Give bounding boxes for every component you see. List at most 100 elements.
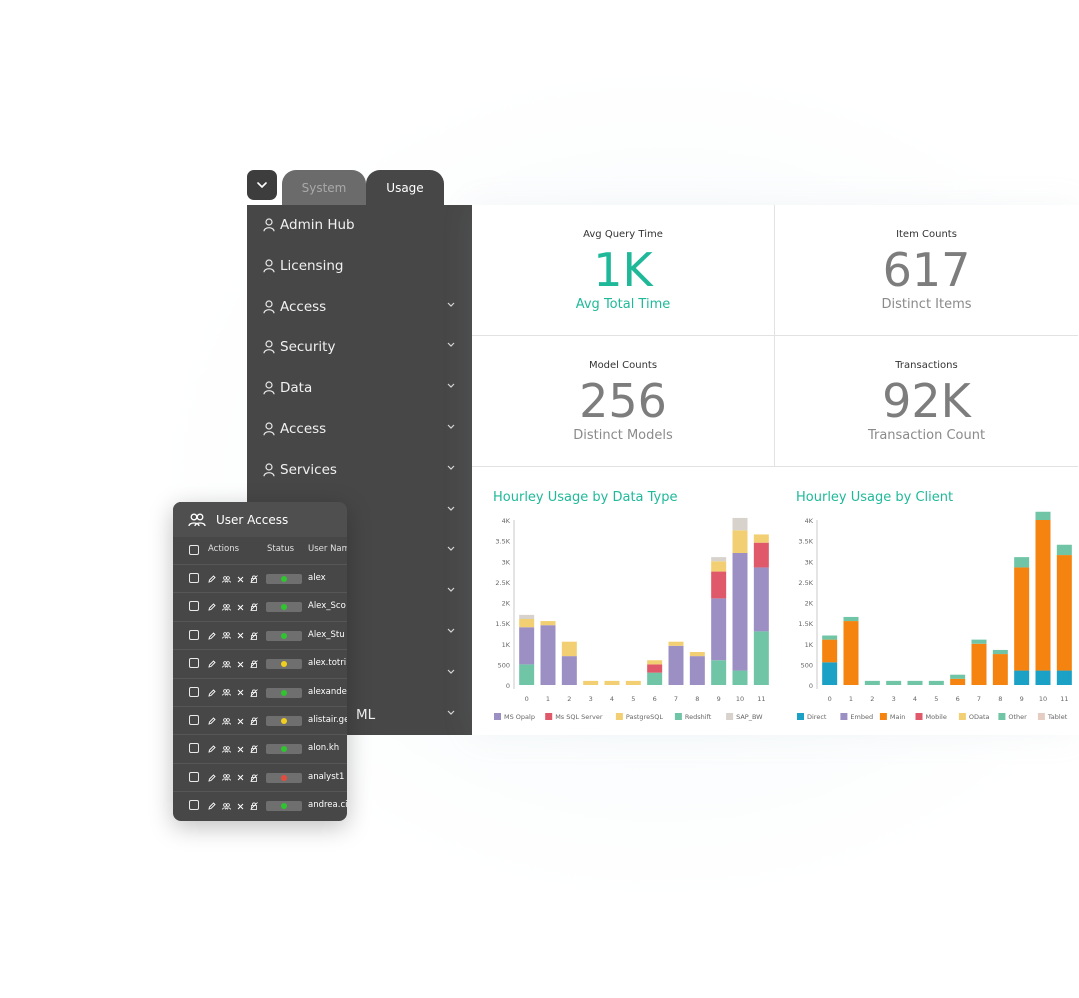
bar-segment[interactable]: [561, 641, 577, 657]
table-row[interactable]: analyst1: [173, 762, 347, 791]
sidebar-item[interactable]: [247, 613, 472, 653]
bar-segment[interactable]: [668, 641, 684, 646]
sidebar-item[interactable]: Licensing: [247, 246, 472, 286]
bar-segment[interactable]: [753, 542, 769, 568]
bar-segment[interactable]: [822, 662, 838, 685]
close-icon[interactable]: [235, 659, 245, 669]
legend-item[interactable]: MS Opalp: [494, 713, 535, 721]
edit-icon[interactable]: [207, 631, 217, 641]
lock-icon[interactable]: [249, 744, 259, 754]
tab-system[interactable]: System: [282, 170, 366, 206]
row-checkbox[interactable]: [189, 573, 199, 583]
sidebar-item[interactable]: [247, 531, 472, 571]
table-row[interactable]: andrea.ci: [173, 791, 347, 819]
bar-segment[interactable]: [647, 672, 663, 685]
sidebar-item[interactable]: Security: [247, 327, 472, 367]
bar-segment[interactable]: [583, 680, 599, 685]
bar-segment[interactable]: [561, 656, 577, 685]
sidebar-item[interactable]: Data: [247, 368, 472, 408]
column-status[interactable]: Status: [267, 544, 295, 554]
bar-segment[interactable]: [647, 664, 663, 673]
bar-segment[interactable]: [625, 680, 641, 685]
bar-segment[interactable]: [1035, 670, 1051, 685]
legend-item[interactable]: Ms SQL Server: [545, 713, 603, 721]
bar-segment[interactable]: [711, 561, 727, 572]
bar-segment[interactable]: [928, 680, 944, 685]
edit-icon[interactable]: [207, 716, 217, 726]
bar-segment[interactable]: [753, 534, 769, 543]
edit-icon[interactable]: [207, 574, 217, 584]
row-checkbox[interactable]: [189, 771, 199, 782]
bar-segment[interactable]: [689, 652, 705, 657]
bar-segment[interactable]: [992, 654, 1008, 685]
collapse-menu-button[interactable]: [247, 170, 277, 200]
close-icon[interactable]: [235, 688, 245, 698]
users-icon[interactable]: [221, 688, 231, 698]
bar-segment[interactable]: [1014, 567, 1030, 671]
edit-icon[interactable]: [207, 773, 217, 783]
legend-item[interactable]: Direct: [797, 713, 827, 721]
table-row[interactable]: alon.kh: [173, 734, 347, 762]
bar-segment[interactable]: [1014, 670, 1030, 685]
bar-segment[interactable]: [1056, 544, 1072, 556]
lock-icon[interactable]: [249, 801, 259, 811]
lock-icon[interactable]: [249, 688, 259, 698]
bar-segment[interactable]: [519, 627, 535, 665]
bar-segment[interactable]: [711, 571, 727, 599]
sidebar-item[interactable]: [247, 491, 472, 531]
legend-item[interactable]: Mobile: [915, 713, 947, 721]
bar-segment[interactable]: [971, 643, 987, 685]
row-checkbox[interactable]: [189, 658, 199, 669]
legend-item[interactable]: Embed: [840, 713, 873, 721]
users-icon[interactable]: [221, 801, 231, 811]
bar-segment[interactable]: [647, 660, 663, 665]
sidebar-item[interactable]: [247, 654, 472, 694]
lock-icon[interactable]: [249, 602, 259, 612]
bar-segment[interactable]: [519, 664, 535, 685]
bar-segment[interactable]: [540, 625, 556, 685]
bar-segment[interactable]: [1035, 520, 1051, 671]
row-checkbox[interactable]: [189, 800, 199, 811]
table-row[interactable]: alex.totri: [173, 649, 347, 677]
bar-segment[interactable]: [1056, 555, 1072, 671]
edit-icon[interactable]: [207, 801, 217, 811]
edit-icon[interactable]: [207, 602, 217, 612]
users-icon[interactable]: [221, 659, 231, 669]
bar-segment[interactable]: [519, 614, 535, 619]
bar-segment[interactable]: [864, 680, 880, 685]
edit-icon[interactable]: [207, 659, 217, 669]
lock-icon[interactable]: [249, 659, 259, 669]
close-icon[interactable]: [235, 631, 245, 641]
lock-icon[interactable]: [249, 773, 259, 783]
sidebar-item[interactable]: ML: [247, 695, 472, 735]
close-icon[interactable]: [235, 574, 245, 584]
sidebar-item[interactable]: Services: [247, 450, 472, 490]
bar-segment[interactable]: [843, 616, 859, 622]
users-icon[interactable]: [221, 773, 231, 783]
lock-icon[interactable]: [249, 574, 259, 584]
legend-item[interactable]: SAP_BW: [726, 713, 763, 721]
bar-segment[interactable]: [907, 680, 923, 685]
bar-segment[interactable]: [822, 635, 838, 640]
edit-icon[interactable]: [207, 688, 217, 698]
table-row[interactable]: Alex_Sco: [173, 592, 347, 620]
close-icon[interactable]: [235, 602, 245, 612]
bar-segment[interactable]: [711, 557, 727, 562]
row-checkbox[interactable]: [189, 601, 199, 612]
bar-segment[interactable]: [668, 645, 684, 685]
bar-segment[interactable]: [822, 639, 838, 663]
bar-segment[interactable]: [689, 656, 705, 685]
bar-segment[interactable]: [886, 680, 902, 685]
users-icon[interactable]: [221, 716, 231, 726]
close-icon[interactable]: [235, 744, 245, 754]
table-row[interactable]: alex: [173, 564, 347, 592]
table-row[interactable]: alistair.ge: [173, 706, 347, 734]
lock-icon[interactable]: [249, 716, 259, 726]
users-icon[interactable]: [221, 631, 231, 641]
legend-item[interactable]: Other: [998, 713, 1027, 721]
legend-item[interactable]: PastgreSQL: [615, 713, 663, 721]
sidebar-item[interactable]: Access: [247, 409, 472, 449]
legend-item[interactable]: Tablet: [1037, 713, 1068, 721]
bar-segment[interactable]: [732, 517, 748, 531]
bar-segment[interactable]: [753, 631, 769, 685]
